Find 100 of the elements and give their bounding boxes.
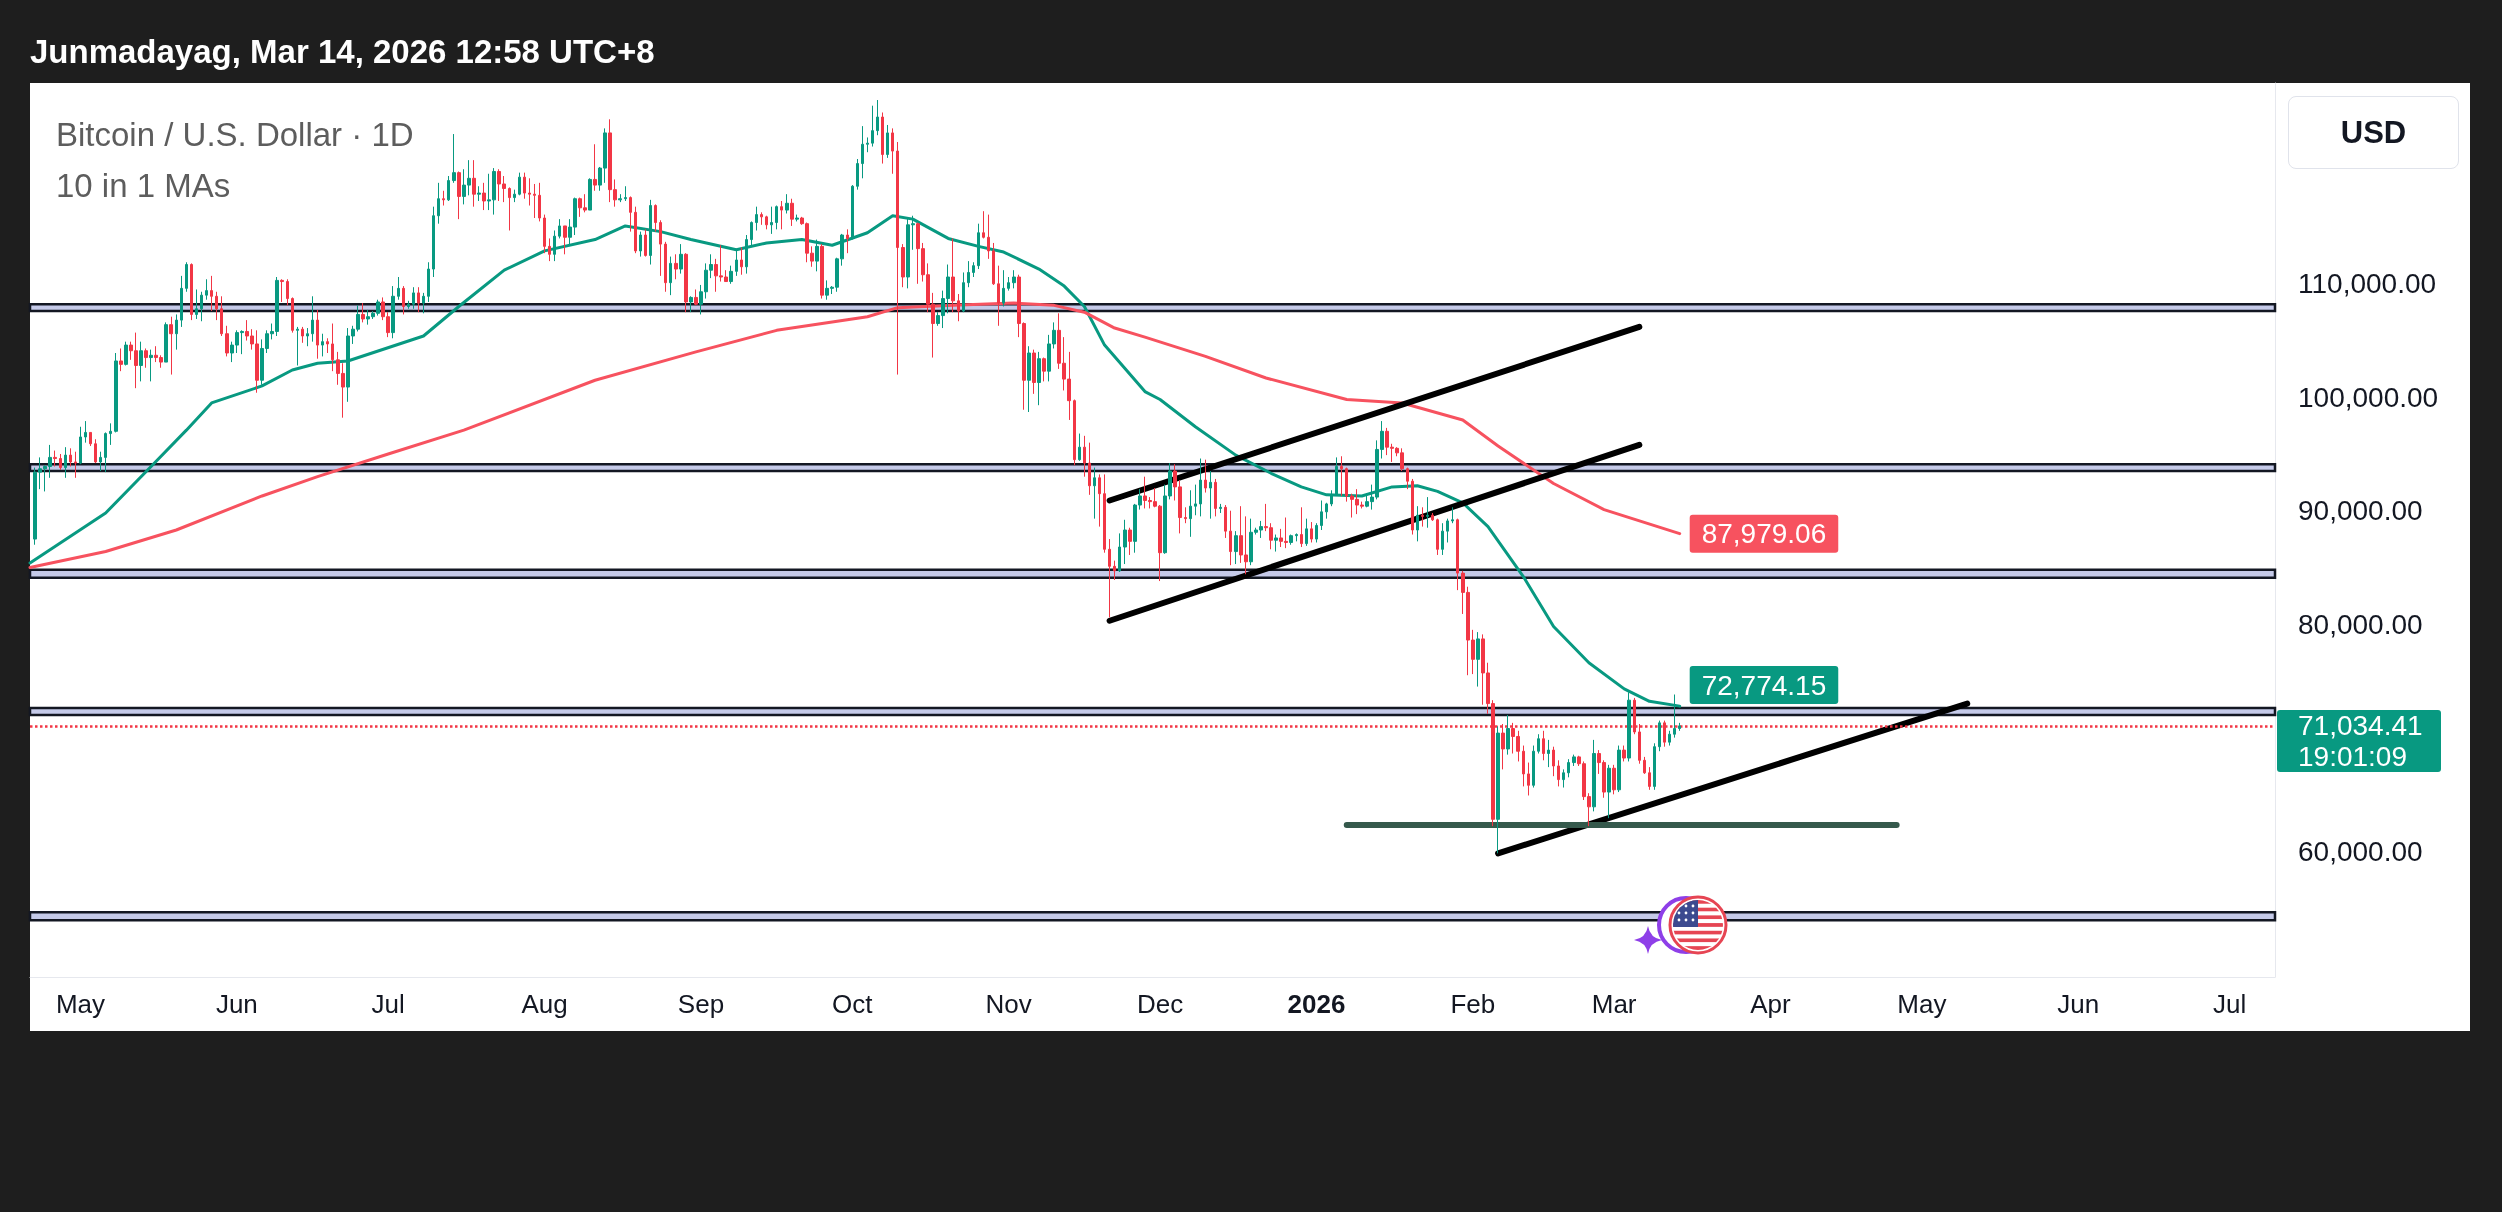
candlestick — [951, 237, 955, 313]
candlestick — [1421, 506, 1424, 528]
candlestick — [215, 291, 218, 321]
candlestick — [301, 326, 304, 344]
candlestick — [361, 302, 365, 323]
candlestick — [1436, 518, 1439, 556]
candlestick — [452, 133, 456, 184]
candlestick — [740, 247, 743, 276]
candlestick — [654, 203, 657, 233]
candlestick — [861, 125, 864, 179]
candlestick — [533, 183, 536, 219]
x-tick-label: Apr — [1750, 989, 1792, 1019]
candlestick — [563, 225, 567, 255]
candlestick — [977, 223, 980, 270]
candlestick — [664, 241, 667, 293]
candlestick — [119, 347, 123, 372]
candlestick — [735, 250, 738, 277]
candlestick — [669, 256, 672, 296]
y-tick-label: 80,000.00 — [2298, 608, 2423, 640]
candlestick — [967, 260, 970, 288]
candlestick — [447, 175, 450, 202]
candlestick — [1184, 506, 1187, 524]
x-tick-label: Feb — [1450, 989, 1496, 1019]
candlestick — [1592, 739, 1596, 812]
candlestick — [992, 242, 995, 286]
candlestick — [1118, 532, 1121, 573]
candlestick — [104, 431, 107, 473]
candlestick — [402, 285, 405, 315]
candlestick — [1300, 506, 1303, 548]
candlestick — [407, 300, 410, 310]
candlestick — [523, 172, 526, 200]
candlestick — [1441, 522, 1444, 556]
candlestick — [1446, 518, 1449, 543]
candlestick — [856, 158, 859, 191]
candlestick — [1310, 521, 1313, 543]
candlestick — [644, 228, 647, 258]
candlestick — [64, 446, 67, 479]
x-tick-label: Jul — [2212, 989, 2247, 1019]
candlestick — [1547, 739, 1550, 768]
candlestick — [397, 276, 400, 301]
x-tick-label: Mar — [1591, 989, 1637, 1019]
candlestick — [1204, 459, 1207, 494]
candlestick — [84, 420, 87, 444]
candlestick — [210, 275, 213, 312]
candlestick — [144, 347, 148, 369]
candlestick — [679, 243, 683, 275]
candlestick — [765, 215, 768, 230]
candlestick — [1653, 742, 1656, 791]
candlestick — [729, 265, 733, 285]
candlestick — [1093, 467, 1096, 520]
candlestick — [185, 261, 188, 293]
candlestick — [109, 422, 112, 446]
candlestick — [513, 189, 516, 203]
x-tick-label: Sep — [677, 989, 725, 1019]
candlestick — [1320, 500, 1323, 531]
candlestick — [891, 127, 894, 175]
candlestick — [1506, 714, 1510, 756]
candlestick — [422, 292, 425, 314]
data-label: 72,774.15 — [1701, 669, 1827, 701]
candlestick — [972, 261, 975, 278]
y-tick-label: 90,000.00 — [2298, 495, 2423, 527]
candlestick — [846, 228, 849, 254]
candlestick — [755, 206, 758, 231]
candlestick — [624, 185, 627, 202]
candlestick — [775, 205, 778, 230]
candlestick — [1557, 759, 1560, 787]
candlestick — [1416, 505, 1419, 542]
candlestick — [89, 431, 92, 447]
candlestick — [997, 265, 1000, 327]
candlestick — [886, 124, 889, 159]
candlestick — [1345, 467, 1348, 503]
candlestick — [1476, 631, 1480, 688]
candlestick — [139, 341, 143, 382]
x-tick-label: May — [55, 989, 106, 1019]
candlestick — [1234, 530, 1238, 565]
candlestick — [684, 252, 688, 313]
candlestick — [815, 239, 819, 272]
x-tick-label: 2026 — [1287, 989, 1346, 1019]
candlestick — [1335, 456, 1338, 497]
candlestick — [548, 237, 551, 262]
candlestick — [745, 234, 748, 275]
candlestick — [1668, 730, 1671, 747]
candlestick — [1567, 758, 1570, 778]
candlestick — [618, 193, 622, 203]
candlestick — [538, 182, 541, 222]
candlestick — [1607, 764, 1611, 819]
candlestick — [175, 313, 178, 351]
candlestick — [760, 211, 763, 226]
candlestick — [962, 271, 965, 313]
candlestick — [1406, 467, 1409, 490]
candlestick — [982, 210, 985, 239]
candlestick — [820, 243, 824, 300]
candlestick — [1123, 519, 1127, 565]
candlestick — [694, 288, 698, 306]
candlestick — [785, 193, 789, 214]
candlestick — [180, 275, 183, 328]
candlestick — [1128, 527, 1132, 556]
candlestick — [200, 291, 203, 322]
candlestick — [472, 159, 476, 208]
candlestick — [1658, 720, 1661, 752]
